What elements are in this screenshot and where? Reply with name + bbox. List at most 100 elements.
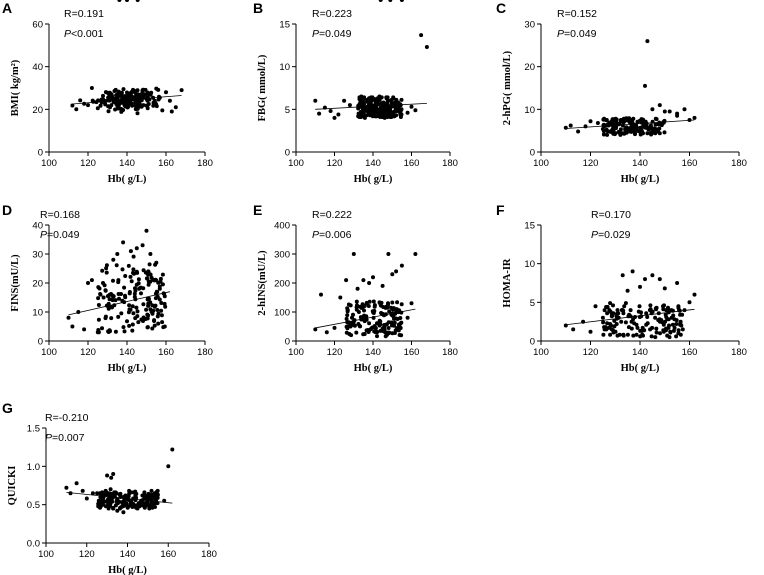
- data-point: [134, 282, 139, 287]
- data-point: [662, 130, 667, 135]
- data-point: [146, 303, 151, 308]
- data-point: [382, 327, 387, 332]
- data-point: [148, 272, 153, 277]
- data-point: [154, 492, 159, 497]
- data-point: [132, 294, 137, 299]
- data-point: [121, 325, 126, 330]
- data-point: [106, 109, 111, 114]
- data-point: [136, 501, 141, 506]
- panel-letter: E: [253, 202, 262, 218]
- y-tick-label: 400: [274, 221, 290, 232]
- data-point: [378, 328, 383, 333]
- data-point: [390, 331, 395, 336]
- data-point: [630, 269, 635, 274]
- data-point: [654, 117, 659, 122]
- data-point: [156, 311, 161, 316]
- data-point: [166, 464, 171, 469]
- data-point: [154, 289, 159, 294]
- data-point: [653, 131, 658, 136]
- x-tick-label: 160: [158, 347, 174, 358]
- data-point: [367, 281, 372, 285]
- data-point: [123, 495, 128, 500]
- data-point: [354, 330, 359, 335]
- data-point: [623, 301, 628, 306]
- data-point: [669, 308, 674, 313]
- data-point: [351, 312, 355, 317]
- data-point: [631, 333, 636, 338]
- data-point: [111, 472, 116, 476]
- data-point: [336, 112, 341, 117]
- data-point: [372, 329, 377, 334]
- data-point: [103, 288, 108, 293]
- data-point: [139, 92, 144, 97]
- x-tick-label: 140: [632, 347, 648, 358]
- data-point: [116, 89, 121, 94]
- data-point: [113, 329, 118, 334]
- data-point: [386, 326, 391, 330]
- data-point: [130, 322, 135, 327]
- data-point: [653, 315, 658, 320]
- data-point: [375, 334, 379, 339]
- data-point: [105, 473, 110, 478]
- data-point: [593, 304, 598, 309]
- data-point: [159, 313, 164, 318]
- data-point: [643, 277, 647, 282]
- correlation-r: R=-0.210: [45, 412, 89, 424]
- data-point: [640, 125, 645, 130]
- data-point: [120, 298, 125, 303]
- y-tick-label: 0: [530, 337, 535, 348]
- data-point: [164, 90, 168, 95]
- y-tick-label: 40: [32, 221, 43, 232]
- data-point: [140, 243, 145, 248]
- data-point: [613, 116, 618, 121]
- correlation-r: R=0.223: [312, 8, 352, 20]
- data-point: [617, 332, 622, 337]
- data-point: [605, 321, 610, 326]
- x-axis-label: Hb( g/L): [108, 565, 147, 575]
- data-point: [153, 303, 158, 308]
- data-point: [639, 310, 643, 315]
- p-value: P=0.049: [312, 28, 352, 40]
- y-tick-label: 1.0: [27, 462, 40, 473]
- data-point: [667, 109, 672, 114]
- data-point: [115, 252, 120, 256]
- data-point: [643, 125, 648, 130]
- data-point: [368, 99, 373, 104]
- p-symbol: P: [312, 229, 319, 241]
- data-point: [588, 329, 593, 334]
- data-point: [135, 309, 140, 314]
- data-point: [89, 86, 94, 90]
- panel-b: B R=0.223 P=0.049 100 120 140 160 180 0 5 10 15 Hb( …: [253, 0, 458, 185]
- regression-line: [315, 102, 427, 110]
- data-point: [399, 0, 404, 2]
- x-tick-label: 160: [404, 158, 420, 169]
- data-point: [367, 321, 372, 326]
- data-point: [134, 246, 139, 251]
- data-point: [98, 292, 103, 296]
- data-point: [99, 499, 104, 504]
- y-tick-label: 60: [32, 20, 43, 31]
- data-point: [405, 110, 410, 115]
- data-point: [607, 308, 612, 313]
- y-tick-label: 300: [274, 250, 290, 261]
- data-point: [154, 260, 159, 265]
- p-symbol: P: [591, 229, 598, 241]
- data-point: [666, 305, 670, 310]
- data-point: [386, 331, 391, 336]
- data-point: [608, 322, 613, 326]
- data-point: [385, 305, 390, 310]
- data-point: [128, 95, 133, 100]
- data-point: [620, 273, 625, 278]
- data-point: [638, 129, 643, 134]
- data-point: [139, 291, 143, 296]
- data-point: [682, 107, 687, 112]
- data-point: [160, 320, 165, 325]
- data-point: [131, 311, 136, 316]
- panel-letter: A: [2, 0, 12, 16]
- data-point: [668, 329, 673, 334]
- data-point: [650, 107, 655, 112]
- data-point: [107, 491, 111, 496]
- data-point: [647, 126, 652, 131]
- data-point: [139, 317, 144, 322]
